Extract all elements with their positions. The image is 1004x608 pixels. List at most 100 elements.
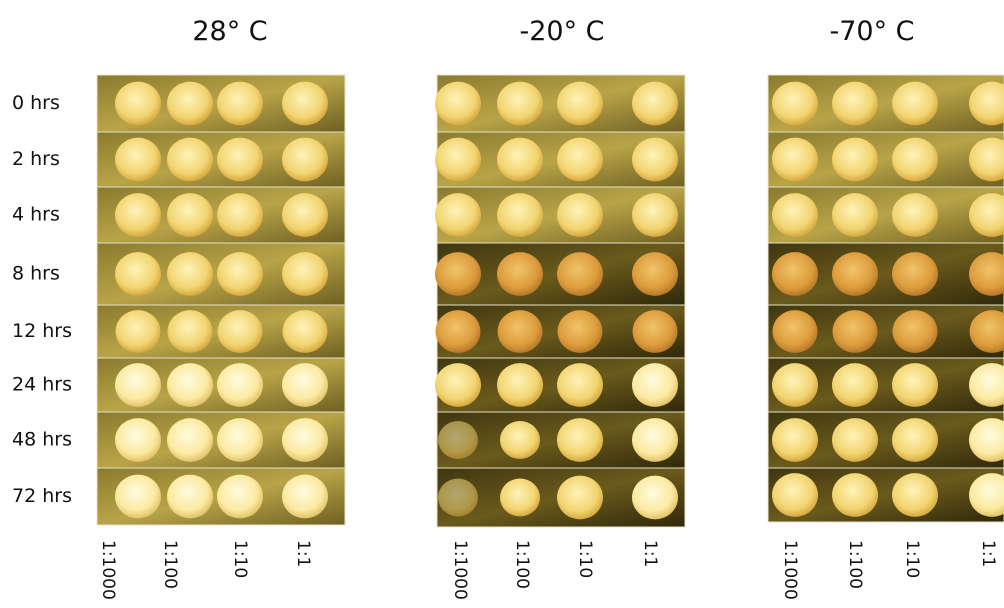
colony-spot: [892, 252, 938, 296]
colony-spot: [632, 476, 678, 520]
time-label: 2 hrs: [12, 148, 60, 170]
colony-spot: [435, 82, 481, 126]
dilution-label: 1:10: [230, 540, 250, 578]
figure: 0 hrs 2 hrs 4 hrs 8 hrs 12 hrs 24 hrs 48 hrs 72…: [0, 0, 1004, 608]
colony-spot: [217, 82, 263, 126]
colony-spot: [557, 418, 603, 462]
time-label: 12 hrs: [12, 320, 72, 342]
colony-spot: [772, 252, 818, 296]
plate-strips: [435, 75, 685, 527]
colony-spot: [557, 363, 603, 407]
colony-spot: [217, 252, 263, 296]
colony-spot: [832, 363, 878, 407]
colony-spot: [892, 193, 938, 237]
colony-spot: [632, 252, 678, 296]
colony-spot: [217, 193, 263, 237]
dilution-label: 1:100: [160, 540, 180, 589]
colony-spot: [773, 310, 818, 353]
panel-title: -70° C: [829, 16, 914, 47]
dilution-label: 1:1000: [780, 540, 800, 600]
colony-spot: [168, 310, 213, 353]
colony-spot: [436, 310, 481, 353]
colony-spot: [632, 193, 678, 237]
dilution-label: 1:1000: [98, 540, 118, 600]
colony-spot: [632, 363, 678, 407]
time-label: 72 hrs: [12, 485, 72, 507]
colony-spot: [282, 252, 328, 296]
colony-spot: [772, 363, 818, 407]
colony-spot: [438, 479, 478, 517]
colony-spot: [557, 82, 603, 126]
dilution-label: 1:100: [512, 540, 532, 589]
colony-spot: [167, 475, 213, 519]
colony-spot: [500, 421, 540, 459]
colony-spot: [497, 82, 543, 126]
time-label: 4 hrs: [12, 204, 60, 226]
colony-spot: [217, 138, 263, 182]
colony-spot: [497, 363, 543, 407]
colony-spot: [633, 310, 678, 353]
colony-spot: [167, 252, 213, 296]
colony-spot: [832, 252, 878, 296]
colony-spot: [115, 138, 161, 182]
colony-spot: [167, 82, 213, 126]
panel-title: -20° C: [519, 16, 604, 47]
time-label: 0 hrs: [12, 92, 60, 114]
colony-spot: [497, 193, 543, 237]
colony-spot: [772, 82, 818, 126]
colony-spot: [115, 193, 161, 237]
colony-spot: [772, 138, 818, 182]
colony-spot: [772, 193, 818, 237]
colony-spot: [282, 138, 328, 182]
colony-spot: [167, 193, 213, 237]
colony-spot: [217, 475, 263, 519]
dilution-label: 1:100: [845, 540, 865, 589]
colony-spot: [557, 252, 603, 296]
colony-spot: [115, 363, 161, 407]
colony-spot: [115, 418, 161, 462]
colony-spot: [832, 473, 878, 517]
colony-spot: [218, 310, 263, 353]
colony-spot: [832, 82, 878, 126]
colony-spot: [557, 193, 603, 237]
colony-spot: [283, 310, 328, 353]
colony-spot: [282, 363, 328, 407]
colony-spot: [497, 252, 543, 296]
colony-spot: [115, 252, 161, 296]
dilution-label: 1:1000: [450, 540, 470, 600]
colony-spot: [832, 138, 878, 182]
colony-spot: [558, 310, 603, 353]
colony-spot: [115, 475, 161, 519]
dilution-label: 1:10: [575, 540, 595, 578]
colony-spot: [167, 363, 213, 407]
colony-spot: [557, 476, 603, 520]
time-label: 48 hrs: [12, 429, 72, 451]
time-label: 8 hrs: [12, 263, 60, 285]
colony-spot: [282, 82, 328, 126]
colony-spot: [282, 418, 328, 462]
colony-spot: [497, 138, 543, 182]
colony-spot: [498, 310, 543, 353]
colony-spot: [500, 479, 540, 517]
colony-spot: [892, 473, 938, 517]
colony-spot: [772, 473, 818, 517]
colony-spot: [832, 193, 878, 237]
dilution-label: 1:1: [293, 540, 313, 567]
colony-spot: [167, 418, 213, 462]
colony-spot: [438, 421, 478, 459]
colony-spot: [893, 310, 938, 353]
colony-spot: [217, 363, 263, 407]
time-label: 24 hrs: [12, 374, 72, 396]
colony-spot: [772, 418, 818, 462]
colony-spot: [892, 82, 938, 126]
colony-spot: [282, 193, 328, 237]
colony-spot: [435, 252, 481, 296]
colony-spot: [435, 193, 481, 237]
colony-spot: [116, 310, 161, 353]
panel-title: 28° C: [192, 16, 267, 47]
colony-spot: [557, 138, 603, 182]
colony-spot: [632, 138, 678, 182]
colony-spot: [632, 418, 678, 462]
colony-spot: [892, 138, 938, 182]
colony-spot: [282, 475, 328, 519]
